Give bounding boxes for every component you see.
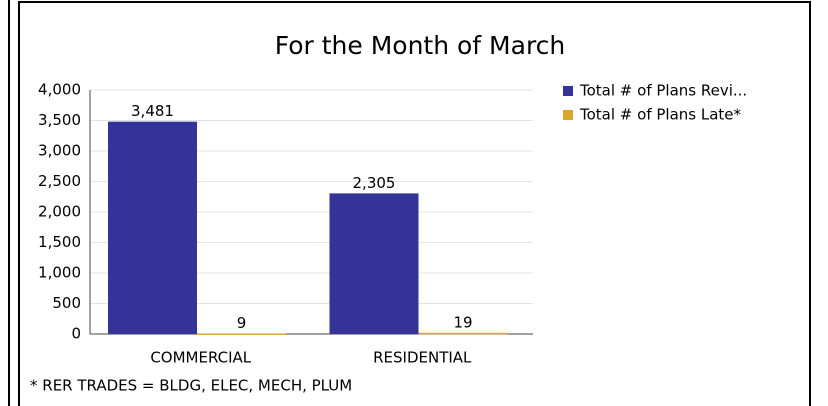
footnote: * RER TRADES = BLDG, ELEC, MECH, PLUM [30, 377, 352, 395]
y-tick-label: 500 [52, 294, 81, 312]
x-tick-label: COMMERCIAL [150, 349, 251, 367]
y-tick-label: 2,000 [38, 203, 81, 221]
legend-swatch [563, 110, 573, 120]
chart-frame [18, 1, 811, 406]
y-tick-label: 2,500 [38, 172, 81, 190]
value-label: 3,481 [131, 102, 174, 120]
y-tick-label: 1,000 [38, 264, 81, 282]
bar [197, 333, 286, 335]
bar [108, 121, 197, 334]
y-tick-label: 3,000 [38, 142, 81, 160]
y-tick-label: 0 [71, 325, 81, 343]
legend-label: Total # of Plans Revi... [579, 82, 747, 100]
y-tick-label: 1,500 [38, 233, 81, 251]
legend-swatch [563, 86, 573, 96]
value-label: 2,305 [353, 174, 396, 192]
bar [329, 193, 419, 334]
legend-label: Total # of Plans Late* [579, 106, 742, 124]
x-tick-label: RESIDENTIAL [373, 349, 472, 367]
chart-title: For the Month of March [275, 31, 566, 60]
y-tick-label: 3,500 [38, 111, 81, 129]
value-label: 9 [237, 314, 247, 332]
y-tick-label: 4,000 [38, 81, 81, 99]
value-label: 19 [453, 313, 472, 331]
bar [418, 332, 508, 335]
